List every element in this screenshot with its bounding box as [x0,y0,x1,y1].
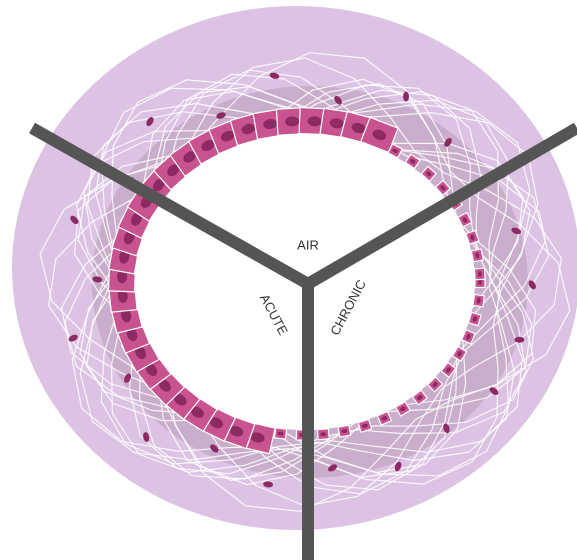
cell-nucleus [131,212,142,226]
cell-nucleus [123,230,135,245]
cell-nucleus [475,252,480,259]
cell-nucleus [201,139,215,152]
fibroblast [514,336,525,343]
fibroblast [146,117,154,127]
fibroblast [511,227,522,235]
epithelial-cell [460,328,476,345]
cell-nucleus [462,216,468,223]
fibroblast [394,461,402,472]
fiber [64,73,546,491]
epithelial-cell [465,229,480,245]
cell-nucleus [152,178,165,192]
fibroblast [216,112,226,119]
cell-nucleus [307,116,322,127]
cell-nucleus [117,289,128,303]
fiber [87,91,523,473]
cell-nucleus [470,234,475,241]
fibroblast [263,481,274,488]
cell-nucleus [241,123,256,135]
cell-nucleus [329,118,344,129]
epithelial-cell [273,427,288,440]
fibroblast [124,373,132,383]
cell-nucleus [209,417,223,429]
cell-nucleus [183,151,197,163]
epithelial-cell [426,376,444,393]
cell-nucleus [250,432,265,443]
cell-nucleus [145,363,158,377]
cell-nucleus [381,416,388,421]
cell-nucleus [417,395,423,400]
cell-nucleus [477,271,482,277]
fibroblast [443,423,450,434]
epithelial-cell [472,293,486,308]
fibroblast [403,91,410,102]
cell-nucleus [229,426,244,437]
epithelial-cell [440,361,457,379]
cell-nucleus [119,249,130,264]
fiber [94,99,516,465]
divider-right [302,122,577,291]
cell-nucleus [190,406,204,418]
cell-nucleus [117,269,128,284]
cell-nucleus [457,351,462,357]
epithelial-cell [411,389,429,406]
cell-nucleus [409,159,416,164]
epithelial-cell [470,248,484,263]
cell-nucleus [372,129,387,141]
epithelial-cell [434,179,452,197]
cell-nucleus [351,122,366,134]
fiber [77,82,533,482]
fibroblast [489,387,499,395]
fibroblast [143,432,150,442]
cell-nucleus [440,185,446,191]
cell-nucleus [445,367,451,373]
cell-nucleus [466,333,471,340]
cell-nucleus [478,279,482,285]
air-label: AIR [297,237,319,252]
epithelial-cell [339,110,378,146]
cell-nucleus [167,164,180,177]
epithelial-cell [473,267,486,281]
cell-nucleus [263,118,278,130]
divider-left [29,122,313,291]
divider-lines [29,122,577,560]
cell-nucleus [472,316,477,322]
cell-nucleus [120,308,132,323]
cell-nucleus [134,346,147,360]
cell-nucleus [341,429,348,434]
fibroblast [92,276,103,283]
fibroblast [334,95,342,105]
epithelial-cell [337,424,352,438]
cell-nucleus [392,148,398,154]
cell-nucleus [220,130,235,142]
epithelial-cell [357,418,373,433]
fiber [60,69,550,495]
fibroblast [70,215,79,225]
cell-nucleus [476,297,481,304]
fiber [79,87,531,477]
epithelium [68,72,536,488]
cell-nucleus [158,379,171,392]
cell-nucleus [285,116,300,127]
cell-nucleus [173,393,187,406]
fibroblast [68,334,78,342]
cell-nucleus [320,432,327,437]
epithelial-cell [316,428,330,441]
fibroblast [328,464,338,472]
epithelial-cell [457,211,473,228]
cell-nucleus [361,423,368,428]
fibroblast [269,72,280,79]
cell-nucleus [126,327,138,342]
cell-nucleus [400,406,406,412]
cell-nucleus [432,381,438,387]
cell-nucleus [426,171,432,177]
fibroblast [444,137,452,147]
fibroblast [528,280,536,290]
epithelial-cell [359,116,399,154]
fibroblast [210,444,219,453]
cell-nucleus [277,431,284,436]
